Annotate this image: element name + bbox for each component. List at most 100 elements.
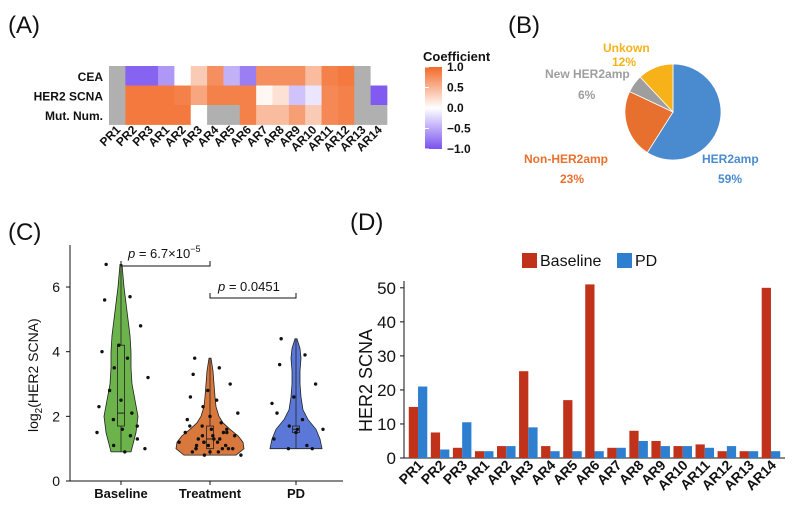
heatmap-cell <box>109 85 126 106</box>
bar-pd <box>550 451 560 458</box>
violin-point <box>202 453 207 457</box>
violin-point <box>188 424 192 428</box>
bar-baseline <box>761 287 771 458</box>
heatmap-cell <box>125 85 143 106</box>
violin-point <box>223 443 228 448</box>
panel-label-b: (B) <box>508 12 540 39</box>
heatmap-cell <box>158 105 175 125</box>
violin-ylabel: log2(HER2 SCNA) <box>25 318 45 432</box>
pie-label-her2amp: HER2amp <box>702 152 759 166</box>
violin-point <box>310 446 314 451</box>
heatmap-cell <box>272 66 290 86</box>
violin-point <box>135 437 140 441</box>
violin-box <box>117 344 125 427</box>
violin-point <box>270 401 274 406</box>
violin-point <box>225 427 229 431</box>
violin-x-tick-label: PD <box>287 486 305 501</box>
violin-point <box>107 388 112 393</box>
bar-pd <box>770 451 781 458</box>
bar-y-tick-label: 0 <box>387 449 396 468</box>
heatmap-cell <box>337 105 355 125</box>
heatmap-cell <box>256 105 273 125</box>
heatmap-cell <box>239 85 257 106</box>
heatmap-cell <box>239 105 257 125</box>
bar-panel: Baseline PD HER2 SCNA 01020304050PR1PR2P… <box>356 253 785 493</box>
violin-point <box>190 450 195 454</box>
bar-pd <box>682 446 692 458</box>
violin-y-tick-label: 6 <box>52 279 60 295</box>
pie-panel: Unkown 12% New HER2amp 6% Non-HER2amp 23… <box>524 41 759 186</box>
violin-point <box>112 366 116 370</box>
violin-point <box>218 437 222 441</box>
heatmap-cell <box>174 85 192 106</box>
violin-point <box>209 427 214 431</box>
heatmap-cell <box>370 66 388 86</box>
violin-point <box>201 404 205 409</box>
heatmap-cell <box>321 66 339 86</box>
pvalue-2-text: = 0.0451 <box>225 279 280 294</box>
bar-y-tick-label: 30 <box>377 347 396 366</box>
violin-point <box>143 446 147 451</box>
violin-point <box>196 437 200 441</box>
violin-x-tick-label: Baseline <box>94 486 147 501</box>
heatmap-cell <box>321 85 339 106</box>
bar-y-tick-label: 20 <box>377 381 396 400</box>
legend-title: Coefficient <box>423 49 491 64</box>
legend-swatch-baseline <box>522 253 537 268</box>
violin-point <box>119 398 123 402</box>
heatmap-cell <box>207 105 224 125</box>
bar-pd <box>462 422 472 458</box>
violin-point <box>104 262 108 267</box>
violin-point <box>208 450 212 454</box>
violin-point <box>216 450 221 454</box>
heatmap-cell <box>190 66 208 86</box>
bar-ylabel: HER2 SCNA <box>356 329 376 432</box>
violin-point <box>292 395 296 399</box>
bar-baseline <box>452 447 463 458</box>
heatmap-cell <box>305 105 322 125</box>
panel-label-c: (C) <box>8 219 41 246</box>
violin-point <box>111 417 116 422</box>
violin-point <box>226 446 231 451</box>
pie-slice <box>639 63 674 114</box>
violin-point <box>206 388 210 393</box>
bar-baseline <box>563 400 573 458</box>
violin-point <box>232 434 237 438</box>
legend-swatch-pd <box>617 253 632 268</box>
bar-baseline <box>629 430 639 458</box>
heatmap-cell <box>337 85 355 106</box>
pie-label-non-her2amp: Non-HER2amp <box>524 152 608 166</box>
heatmap-cell <box>109 66 126 86</box>
violin-point <box>125 356 130 360</box>
ylabel-prefix: log <box>25 413 41 432</box>
violin-point <box>100 349 104 354</box>
bar-y-tick-label: 50 <box>377 279 396 298</box>
violin-point <box>239 453 243 457</box>
heatmap-cell <box>321 105 339 125</box>
violin-point <box>294 430 298 435</box>
heatmap-cell <box>207 85 224 106</box>
heatmap-cell <box>207 66 224 86</box>
violin-point <box>194 443 199 448</box>
violin-point <box>221 430 226 435</box>
violin-point <box>228 382 232 386</box>
violin-point <box>220 446 225 451</box>
heatmap-cell <box>288 85 306 106</box>
violin-point <box>146 375 150 380</box>
heatmap-cell <box>305 66 322 86</box>
violin-point <box>206 443 211 448</box>
violin-point <box>177 440 181 444</box>
violin-point <box>313 382 318 386</box>
sig-bracket-2 <box>209 293 297 299</box>
violin-point <box>275 411 279 415</box>
legend-tick-label: −0.5 <box>447 122 471 136</box>
violin-point <box>212 437 216 441</box>
pie-label-new-her2amp: New HER2amp <box>545 67 630 81</box>
violin-point <box>130 411 134 415</box>
bar-baseline <box>408 406 419 458</box>
panel-label-d: (D) <box>350 209 383 236</box>
violin-point <box>277 362 282 367</box>
bar-pd <box>506 446 516 458</box>
heatmap-cell <box>370 85 388 106</box>
heatmap-cell <box>239 66 257 86</box>
